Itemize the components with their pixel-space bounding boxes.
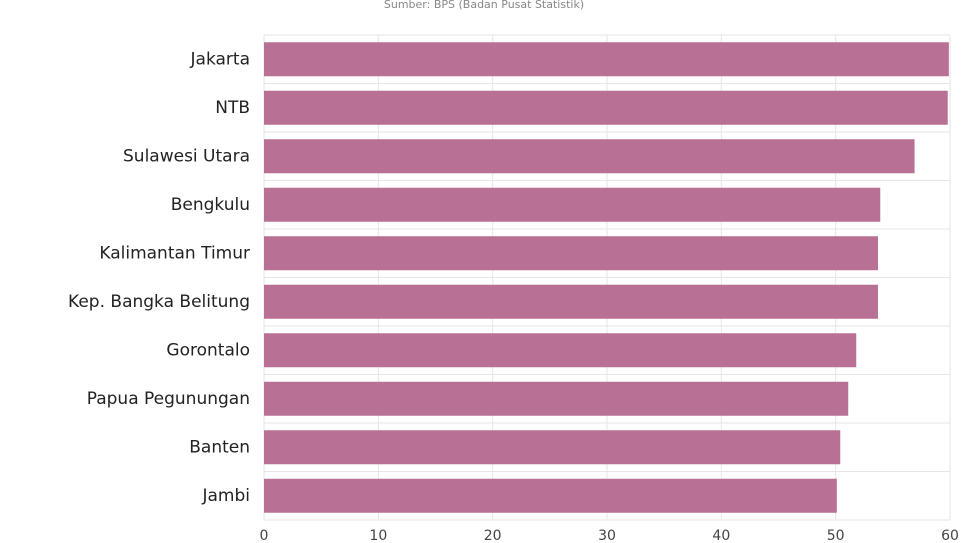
y-tick-label: Banten <box>189 437 250 457</box>
y-tick-label: Papua Pegunungan <box>87 389 250 409</box>
y-tick-label: NTB <box>215 98 250 118</box>
x-tick-label: 60 <box>941 528 959 543</box>
bar <box>264 90 948 125</box>
bar <box>264 187 881 222</box>
chart-subtitle: Sumber: BPS (Badan Pusat Statistik) <box>384 0 584 11</box>
y-tick-label: Jambi <box>201 486 250 506</box>
x-tick-label: 0 <box>260 528 269 543</box>
y-tick-label: Gorontalo <box>166 340 250 360</box>
y-tick-label: Kalimantan Timur <box>99 243 250 263</box>
x-tick-label: 40 <box>712 528 730 543</box>
x-tick-label: 20 <box>484 528 502 543</box>
bar <box>264 139 915 174</box>
y-tick-label: Bengkulu <box>171 195 250 215</box>
bar <box>264 381 849 416</box>
y-tick-label: Sulawesi Utara <box>123 146 250 166</box>
x-tick-label: 10 <box>369 528 387 543</box>
x-tick-label: 30 <box>598 528 616 543</box>
y-tick-label: Jakarta <box>190 49 250 69</box>
y-tick-label: Kep. Bangka Belitung <box>68 292 250 312</box>
bar <box>264 42 949 77</box>
bar <box>264 284 878 319</box>
bar <box>264 478 837 513</box>
bar <box>264 333 857 368</box>
bar <box>264 430 841 465</box>
x-tick-label: 50 <box>827 528 845 543</box>
bar <box>264 236 878 271</box>
